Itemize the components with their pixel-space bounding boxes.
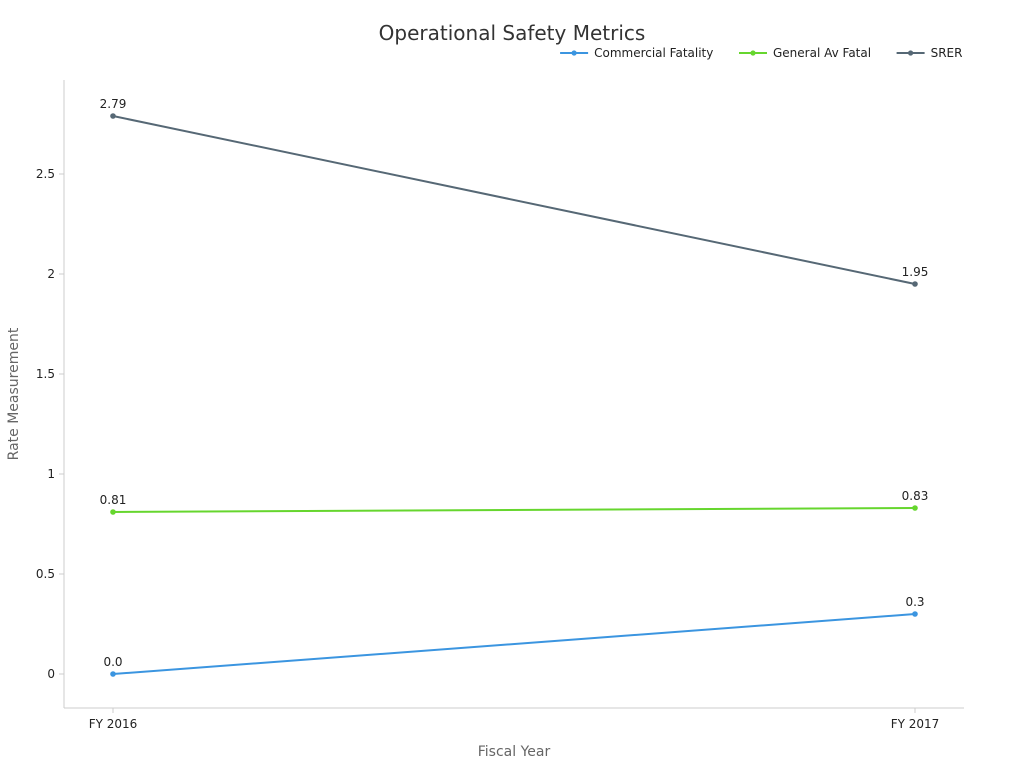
data-point-commercial-fatality[interactable]: [110, 671, 116, 677]
legend-label: Commercial Fatality: [594, 46, 713, 60]
y-tick-label: 2: [47, 267, 55, 281]
data-label-srer: 1.95: [902, 265, 929, 279]
x-axis-ticks: FY 2016 FY 2017: [89, 708, 940, 731]
x-tick-label: FY 2017: [891, 717, 940, 731]
data-label-commercial-fatality: 0.3: [905, 595, 924, 609]
legend-item-commercial-fatality[interactable]: Commercial Fatality: [560, 46, 713, 60]
legend-item-general-av-fatal[interactable]: General Av Fatal: [739, 46, 871, 60]
x-axis-title: Fiscal Year: [478, 744, 551, 760]
data-point-general-av-fatal[interactable]: [110, 509, 116, 515]
data-label-general-av-fatal: 0.83: [902, 489, 929, 503]
legend: Commercial Fatality General Av Fatal SRER: [560, 46, 962, 60]
legend-item-srer[interactable]: SRER: [896, 46, 963, 60]
series-commercial-fatality: 0.0 0.3: [103, 595, 925, 677]
legend-label: SRER: [931, 46, 963, 60]
data-point-srer[interactable]: [912, 281, 918, 287]
y-tick-label: 0.5: [36, 567, 55, 581]
y-tick-label: 0: [47, 667, 55, 681]
data-point-general-av-fatal[interactable]: [912, 505, 918, 511]
y-tick-label: 1: [47, 467, 55, 481]
data-point-commercial-fatality[interactable]: [912, 611, 918, 617]
y-tick-label: 2.5: [36, 167, 55, 181]
data-point-srer[interactable]: [110, 113, 116, 119]
data-label-commercial-fatality: 0.0: [103, 655, 122, 669]
legend-swatch-marker: [750, 50, 756, 56]
series-line-commercial-fatality: [112, 613, 916, 675]
series-line-general-av-fatal: [112, 507, 916, 513]
y-axis-title: Rate Measurement: [6, 327, 22, 460]
series-srer: 2.79 1.95: [100, 97, 929, 287]
chart-title: Operational Safety Metrics: [379, 21, 646, 45]
y-tick-label: 1.5: [36, 367, 55, 381]
series-group: 0.0 0.3 0.81 0.83 2.79 1.95: [100, 97, 929, 677]
legend-swatch-marker: [908, 50, 914, 56]
data-label-srer: 2.79: [100, 97, 127, 111]
y-axis-ticks: 0 0.5 1 1.5 2 2.5: [36, 167, 64, 681]
legend-label: General Av Fatal: [773, 46, 871, 60]
x-tick-label: FY 2016: [89, 717, 138, 731]
series-line-srer: [112, 115, 916, 285]
data-label-general-av-fatal: 0.81: [100, 493, 127, 507]
legend-swatch-marker: [571, 50, 577, 56]
series-general-av-fatal: 0.81 0.83: [100, 489, 929, 515]
